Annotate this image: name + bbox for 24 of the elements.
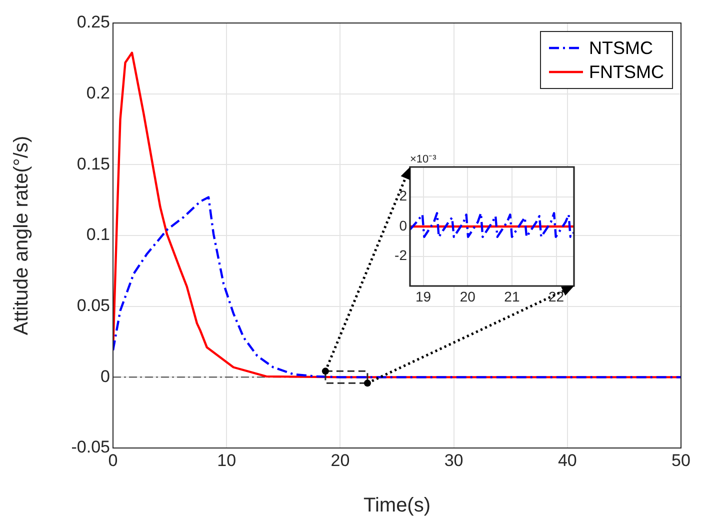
y-tick-label: 0.1: [86, 225, 110, 244]
y-tick-label: 0.25: [76, 12, 110, 32]
y-tick-label: -2: [394, 247, 408, 264]
x-tick-label: 10: [217, 450, 236, 470]
y-axis-title: Attitude angle rate(°/s): [10, 136, 33, 336]
legend-label: NTSMC: [589, 37, 653, 60]
x-axis-title: Time(s): [363, 494, 431, 517]
y-tick-label: 0.2: [86, 84, 110, 103]
x-tick-label: 50: [672, 450, 690, 470]
y-tick-label: 0: [100, 366, 110, 386]
x-tick-label: 20: [460, 288, 476, 304]
y-tick-label: 0.05: [76, 296, 110, 316]
x-tick-label: 21: [504, 288, 520, 304]
x-tick-label: 19: [416, 288, 432, 304]
y-tick-label: -0.05: [71, 438, 110, 457]
y-tick-label: 0.15: [76, 154, 110, 174]
y-tick-label: 0: [399, 217, 408, 234]
x-tick-label: 20: [330, 450, 350, 470]
y-tick-label: 2: [399, 188, 408, 204]
legend-label: FNTSMC: [589, 61, 664, 84]
x-tick-label: 40: [558, 450, 577, 470]
line-series: [410, 212, 574, 238]
annotation: ×10⁻³: [410, 154, 437, 166]
x-tick-label: 30: [444, 450, 464, 470]
